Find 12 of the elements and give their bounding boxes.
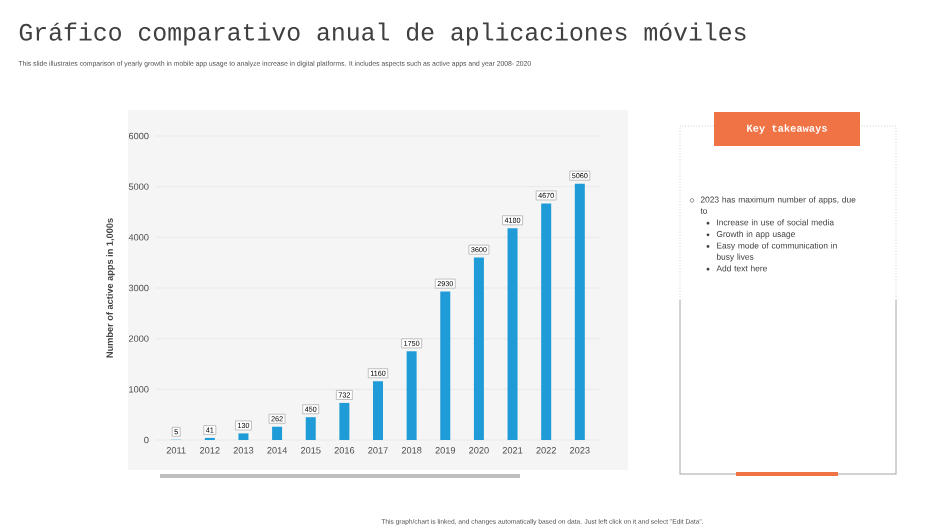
bar: [305, 417, 316, 440]
bar: [473, 257, 484, 440]
bar: [507, 228, 518, 440]
bar: [541, 203, 552, 440]
chart-title: Gráfico comparativo anual de aplicaciones móviles: [19, 22, 746, 46]
bar: [440, 291, 451, 440]
bar: [406, 351, 417, 440]
bar: [272, 426, 283, 440]
bar: [574, 183, 585, 440]
bar: [373, 381, 383, 440]
bar: [339, 402, 350, 440]
bar: [238, 433, 249, 440]
